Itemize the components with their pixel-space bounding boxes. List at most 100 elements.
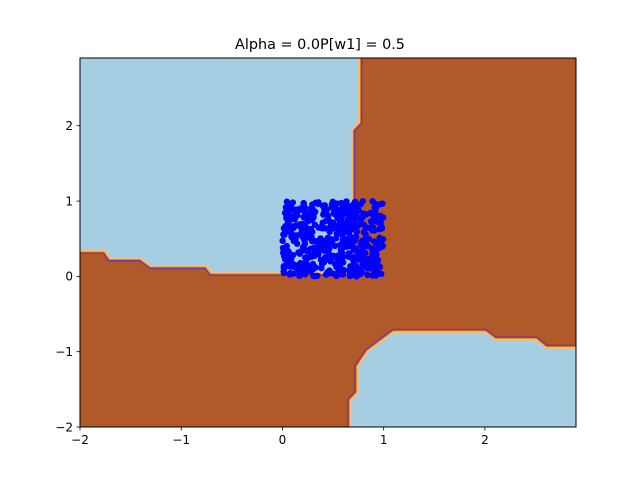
data-point bbox=[369, 198, 376, 205]
data-point bbox=[344, 216, 351, 223]
x-tick-label: 0 bbox=[279, 433, 287, 447]
data-point bbox=[346, 269, 354, 276]
data-point bbox=[365, 257, 373, 265]
data-point bbox=[338, 245, 345, 252]
data-point bbox=[367, 218, 375, 225]
data-point bbox=[351, 202, 358, 209]
data-point bbox=[339, 212, 346, 219]
data-point bbox=[377, 200, 384, 208]
y-tick-label: −2 bbox=[55, 420, 73, 434]
data-point bbox=[312, 272, 319, 280]
data-point bbox=[299, 245, 307, 252]
data-point bbox=[339, 231, 346, 238]
data-point bbox=[332, 222, 339, 229]
data-point bbox=[293, 240, 301, 247]
data-point bbox=[352, 223, 359, 230]
data-point bbox=[348, 254, 355, 261]
data-point bbox=[283, 198, 291, 205]
y-tick-label: 0 bbox=[65, 270, 73, 284]
x-tick-label: −1 bbox=[172, 433, 190, 447]
data-point bbox=[326, 228, 333, 236]
data-point bbox=[289, 199, 296, 206]
data-point bbox=[352, 245, 359, 252]
data-point bbox=[325, 244, 333, 252]
data-point bbox=[284, 247, 291, 254]
data-point bbox=[353, 228, 361, 235]
data-point bbox=[290, 224, 297, 232]
data-point bbox=[341, 267, 348, 274]
data-point bbox=[311, 208, 319, 216]
data-point bbox=[362, 231, 369, 238]
y-tick-label: 1 bbox=[65, 194, 73, 208]
data-point bbox=[374, 265, 381, 273]
data-point bbox=[296, 250, 304, 257]
data-point bbox=[359, 263, 366, 270]
data-point bbox=[287, 263, 294, 270]
data-point bbox=[369, 272, 376, 279]
data-point bbox=[280, 269, 288, 277]
x-axis: −2 −1 0 1 2 bbox=[71, 427, 489, 447]
data-point bbox=[364, 271, 371, 279]
y-tick-label: −1 bbox=[55, 345, 73, 359]
data-point bbox=[364, 224, 371, 232]
data-point bbox=[362, 237, 370, 245]
data-point bbox=[315, 241, 322, 248]
data-point bbox=[376, 234, 383, 242]
chart-title: Alpha = 0.0P[w1] = 0.5 bbox=[235, 37, 405, 53]
data-point bbox=[371, 209, 379, 216]
data-point bbox=[358, 269, 366, 276]
data-point bbox=[300, 201, 307, 209]
data-point bbox=[320, 204, 328, 211]
data-point bbox=[324, 217, 332, 224]
data-point bbox=[377, 219, 384, 226]
data-point bbox=[280, 231, 287, 238]
data-point bbox=[291, 216, 299, 223]
data-point bbox=[378, 243, 385, 251]
data-points bbox=[279, 198, 387, 280]
x-tick-label: −2 bbox=[71, 433, 89, 447]
data-point bbox=[320, 247, 328, 254]
data-point bbox=[308, 216, 316, 224]
data-point bbox=[286, 212, 293, 219]
data-point bbox=[364, 242, 372, 250]
data-point bbox=[281, 256, 289, 263]
data-point bbox=[291, 233, 298, 240]
data-point bbox=[346, 203, 353, 211]
data-point bbox=[309, 260, 317, 268]
data-point bbox=[347, 233, 354, 240]
data-point bbox=[298, 225, 305, 233]
data-point bbox=[311, 252, 318, 260]
data-point bbox=[354, 214, 361, 221]
data-point bbox=[325, 235, 333, 242]
x-tick-label: 1 bbox=[380, 433, 388, 447]
data-point bbox=[343, 240, 350, 247]
data-point bbox=[328, 255, 336, 262]
data-point bbox=[301, 271, 309, 278]
data-point bbox=[371, 204, 378, 211]
data-point bbox=[326, 267, 333, 274]
data-point bbox=[331, 242, 339, 250]
region-class_0_lower_right bbox=[351, 332, 576, 427]
data-point bbox=[287, 252, 294, 259]
data-point bbox=[320, 259, 328, 266]
data-point bbox=[286, 206, 294, 214]
data-point bbox=[364, 264, 371, 271]
data-point bbox=[376, 212, 384, 220]
data-point bbox=[339, 204, 346, 212]
axes-frame bbox=[79, 57, 577, 428]
data-point bbox=[319, 225, 326, 232]
data-point bbox=[279, 237, 286, 244]
data-point bbox=[336, 218, 344, 226]
data-point bbox=[333, 200, 341, 207]
data-point bbox=[307, 234, 314, 242]
data-point bbox=[297, 267, 305, 274]
data-point bbox=[333, 264, 340, 271]
data-point bbox=[357, 201, 364, 208]
data-point bbox=[330, 209, 338, 217]
data-point bbox=[372, 246, 380, 254]
data-point bbox=[297, 259, 304, 267]
y-tick-label: 2 bbox=[65, 119, 73, 133]
data-point bbox=[337, 252, 344, 259]
data-point bbox=[312, 199, 319, 207]
